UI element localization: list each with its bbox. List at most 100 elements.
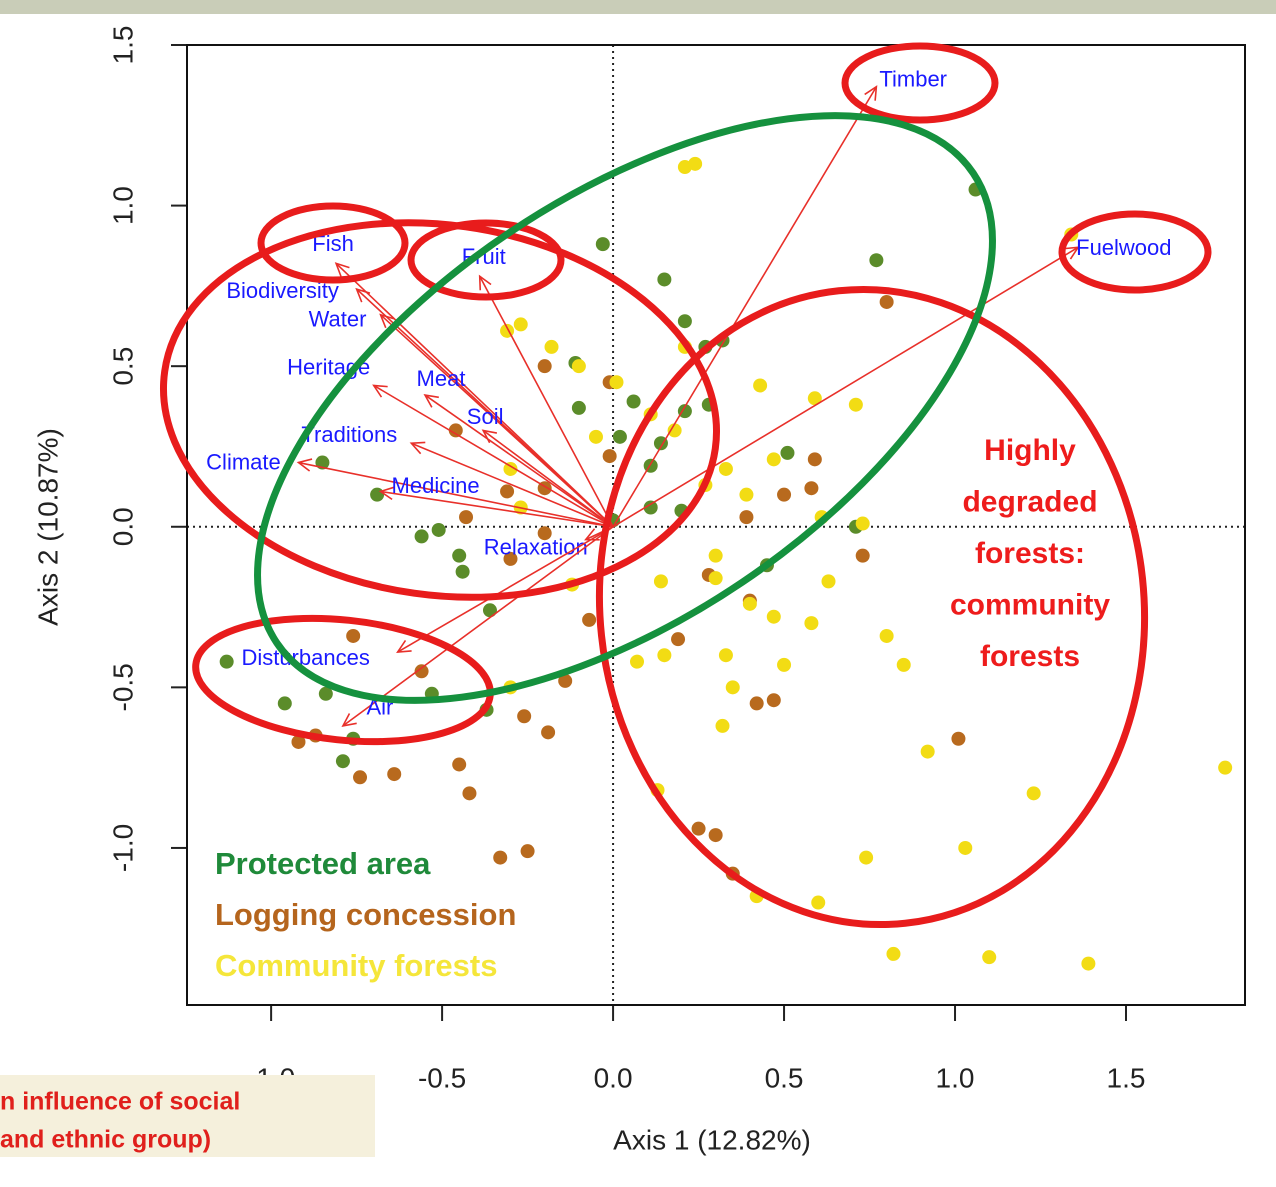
vector-label: Medicine [392,473,480,498]
point [856,517,870,531]
y-axis-title: Axis 2 (10.87%) [32,428,63,626]
point [739,488,753,502]
point [804,481,818,495]
point [739,510,753,524]
point [726,680,740,694]
x-tick-label: 0.0 [594,1062,633,1093]
point [822,574,836,588]
point [609,375,623,389]
point [589,430,603,444]
point [572,401,586,415]
y-tick-label: -0.5 [107,663,138,711]
point [220,655,234,669]
point [808,452,822,466]
point [370,488,384,502]
point [753,378,767,392]
footnote-line: and ethnic group) [0,1126,211,1154]
annotation-line: Highly [984,434,1076,467]
point [777,488,791,502]
point [719,462,733,476]
point [541,725,555,739]
point [811,896,825,910]
y-tick-label: -1.0 [107,824,138,872]
vector-label: Relaxation [484,534,588,559]
point [483,603,497,617]
point [572,359,586,373]
annotation-line: forests: [975,537,1085,570]
x-axis-title: Axis 1 (12.82%) [613,1124,811,1155]
point [432,523,446,537]
point [630,655,644,669]
point [750,696,764,710]
point [278,696,292,710]
point [709,828,723,842]
annotation-line: community [950,588,1110,621]
point [897,658,911,672]
y-tick-label: 0.5 [107,347,138,386]
photo-strip [0,0,1276,14]
point [521,844,535,858]
point [709,549,723,563]
point [657,272,671,286]
vector-label: Timber [879,67,947,92]
point [921,745,935,759]
point [767,693,781,707]
vector-label: Disturbances [241,645,369,670]
chart: -1.0-0.50.00.51.01.5-1.0-0.50.00.51.01.5… [0,0,1276,1187]
point [627,395,641,409]
point [767,610,781,624]
point [459,510,473,524]
point [869,253,883,267]
point [336,754,350,768]
y-tick-label: 0.0 [107,507,138,546]
vector-label: Meat [417,366,466,391]
point [545,340,559,354]
point [456,565,470,579]
point [500,484,514,498]
point [886,947,900,961]
point [452,549,466,563]
point [1027,786,1041,800]
point [1218,761,1232,775]
point [1081,957,1095,971]
point [415,529,429,543]
point [743,597,757,611]
footnote-line: n influence of social [0,1088,240,1116]
point [692,822,706,836]
legend-entry: Logging concession [215,897,516,932]
legend-entry: Community forests [215,948,497,983]
point [346,629,360,643]
legend-entry: Protected area [215,846,431,881]
vector-label: Soil [467,404,504,429]
point [596,237,610,251]
point [603,449,617,463]
point [982,950,996,964]
point [804,616,818,630]
point [780,446,794,460]
x-tick-label: 1.5 [1107,1062,1146,1093]
point [353,770,367,784]
point [657,648,671,662]
point [462,786,476,800]
y-tick-label: 1.5 [107,26,138,65]
point [715,719,729,733]
point [856,549,870,563]
point [387,767,401,781]
point [709,571,723,585]
vector-label: Water [309,307,367,332]
vector-label: Fuelwood [1076,235,1171,260]
point [582,613,596,627]
vector-label: Traditions [301,422,397,447]
point [493,851,507,865]
point [613,430,627,444]
point [514,317,528,331]
point [517,709,531,723]
y-tick-label: 1.0 [107,186,138,225]
point [688,157,702,171]
vector-label: Climate [206,449,281,474]
point [719,648,733,662]
point [538,359,552,373]
annotation-line: forests [980,640,1080,673]
x-tick-label: 0.5 [765,1062,804,1093]
point [880,295,894,309]
